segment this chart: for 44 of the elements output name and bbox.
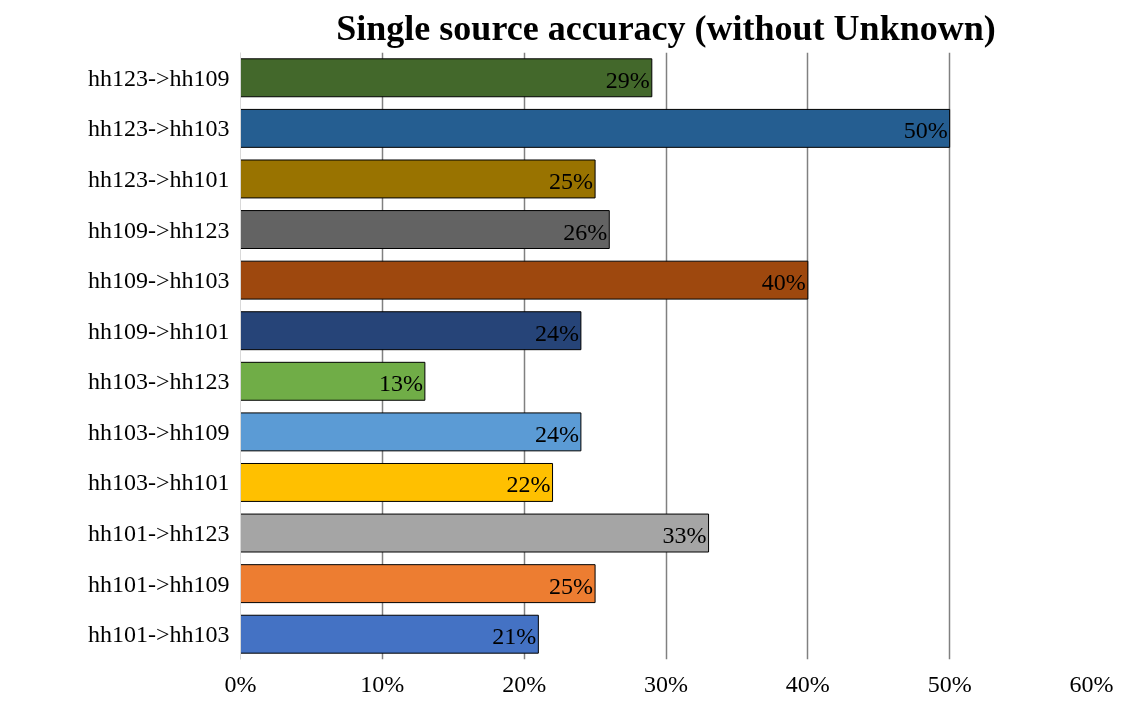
y-tick-label: hh109->hh101 bbox=[87, 317, 230, 344]
data-label: 24% bbox=[534, 420, 579, 447]
bar bbox=[240, 311, 582, 351]
data-label: 50% bbox=[903, 117, 948, 144]
bar bbox=[240, 159, 596, 199]
data-label: 40% bbox=[761, 269, 806, 296]
bar bbox=[240, 58, 653, 98]
y-tick-label: hh101->hh123 bbox=[87, 520, 230, 547]
bar bbox=[240, 513, 710, 553]
chart-title: Single source accuracy (without Unknown) bbox=[336, 7, 996, 48]
data-label: 33% bbox=[662, 522, 707, 549]
y-tick-label: hh101->hh103 bbox=[87, 621, 230, 648]
y-tick-label: hh103->hh123 bbox=[87, 368, 230, 395]
y-tick-label: hh123->hh109 bbox=[87, 64, 230, 91]
x-tick-label: 30% bbox=[644, 670, 688, 697]
x-tick-label: 40% bbox=[785, 670, 830, 697]
y-tick-label: hh103->hh101 bbox=[87, 469, 230, 496]
y-tick-label: hh109->hh123 bbox=[87, 216, 230, 243]
x-tick-label: 0% bbox=[224, 670, 257, 697]
x-tick-label: 10% bbox=[360, 670, 405, 697]
y-tick-label: hh109->hh103 bbox=[87, 267, 230, 294]
y-tick-label: hh123->hh103 bbox=[87, 115, 230, 142]
bar bbox=[240, 462, 554, 502]
data-label: 13% bbox=[378, 370, 423, 397]
data-label: 21% bbox=[492, 623, 537, 650]
bar bbox=[240, 361, 426, 401]
bar bbox=[240, 210, 610, 250]
data-label: 25% bbox=[549, 572, 594, 599]
data-label: 29% bbox=[605, 66, 650, 93]
bar bbox=[240, 564, 596, 604]
data-label: 24% bbox=[534, 319, 579, 346]
data-label: 26% bbox=[563, 218, 608, 245]
bar bbox=[240, 108, 951, 148]
bar bbox=[240, 412, 582, 452]
bar bbox=[240, 260, 809, 300]
bar bbox=[240, 614, 539, 654]
y-tick-label: hh103->hh109 bbox=[87, 418, 230, 445]
y-tick-label: hh123->hh101 bbox=[87, 165, 230, 192]
y-tick-label: hh101->hh109 bbox=[87, 570, 230, 597]
x-tick-label: 20% bbox=[502, 670, 547, 697]
x-tick-label: 50% bbox=[927, 670, 972, 697]
data-label: 25% bbox=[549, 167, 594, 194]
x-tick-label: 60% bbox=[1069, 670, 1114, 697]
data-label: 22% bbox=[506, 471, 551, 498]
